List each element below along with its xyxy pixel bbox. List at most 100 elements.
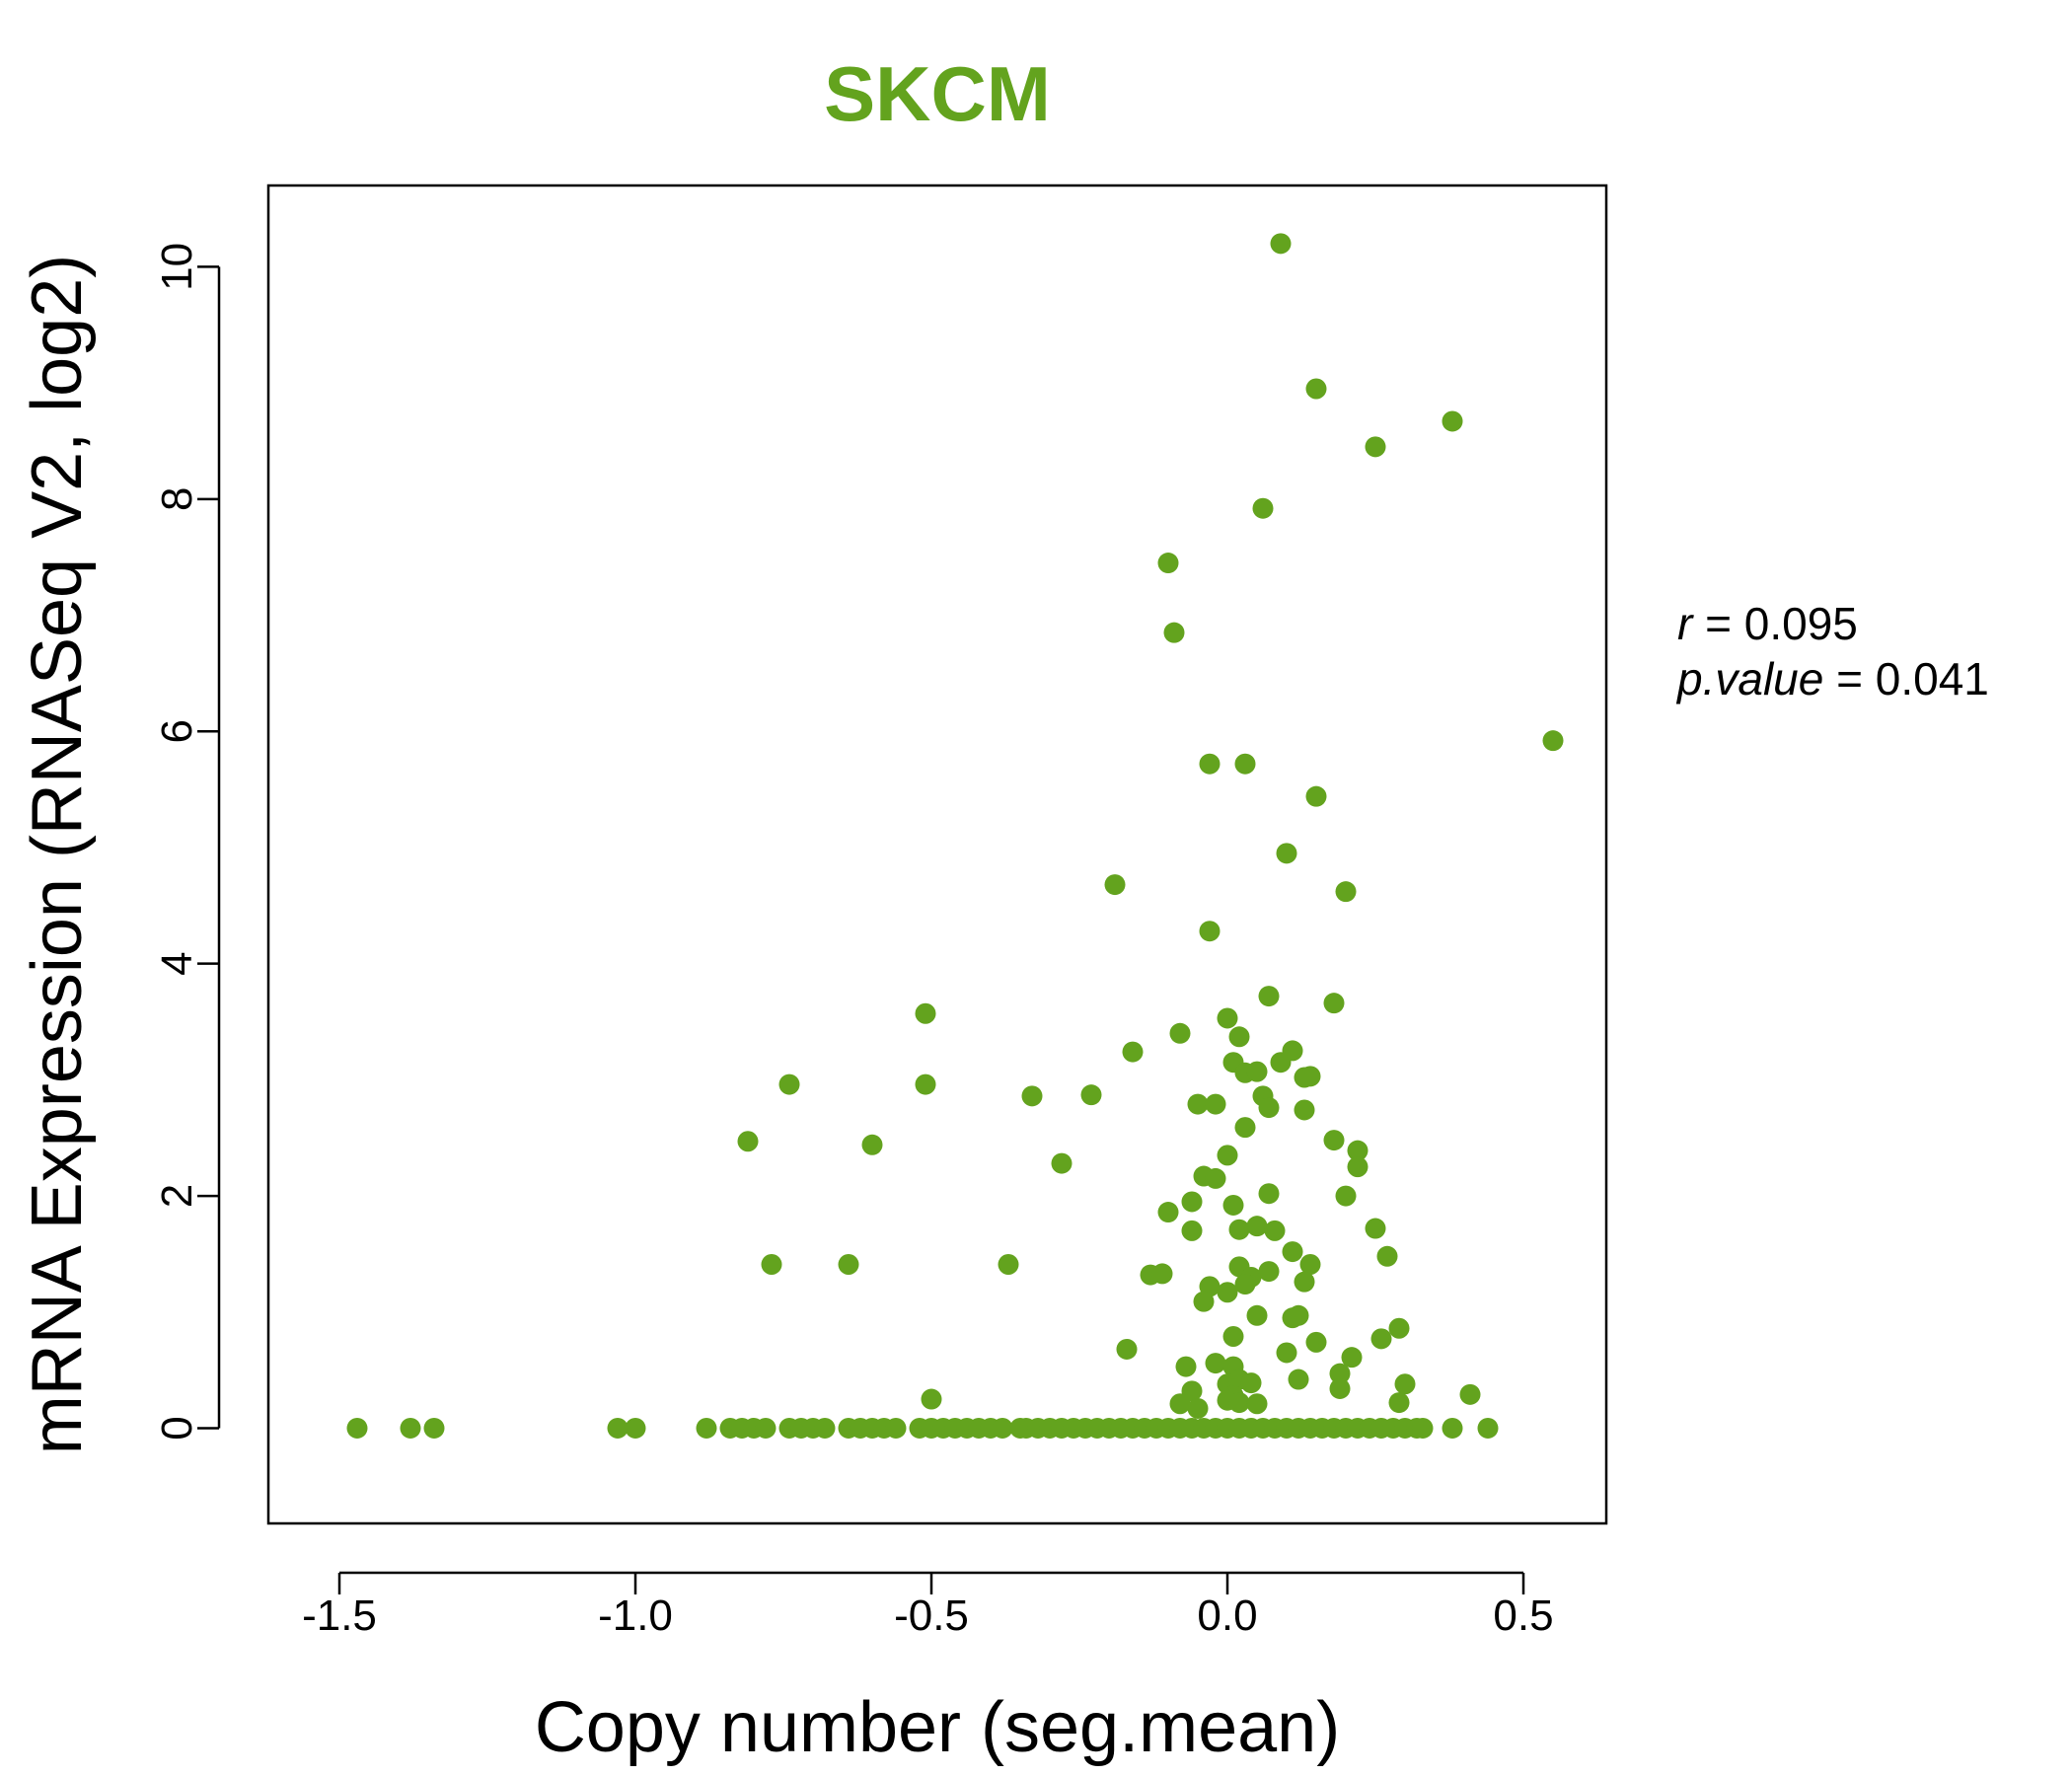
data-point: [1187, 1093, 1209, 1115]
data-point: [1459, 1383, 1481, 1405]
data-point: [1542, 730, 1564, 752]
data-point: [1187, 1397, 1209, 1419]
data-point: [1323, 1130, 1345, 1151]
data-point: [1258, 1261, 1280, 1283]
data-point: [1193, 1291, 1215, 1312]
data-point: [1365, 1218, 1386, 1239]
data-point: [1388, 1317, 1410, 1339]
data-point: [1122, 1041, 1144, 1063]
data-point: [1234, 1117, 1256, 1139]
data-point: [778, 1073, 800, 1095]
data-point: [921, 1388, 942, 1410]
data-point: [1305, 378, 1327, 400]
data-point: [1222, 1194, 1244, 1216]
data-point: [1335, 881, 1357, 903]
data-point: [992, 1417, 1013, 1439]
data-point: [885, 1417, 907, 1439]
y-axis: 0 2 4 6 8 10: [153, 243, 221, 1441]
data-point: [1305, 785, 1327, 807]
data-point: [1258, 1097, 1280, 1119]
data-point: [1365, 436, 1386, 458]
data-point: [1199, 921, 1221, 942]
x-tick-label: -1.0: [598, 1591, 673, 1640]
data-point: [1205, 1353, 1226, 1374]
r-equals: =: [1705, 598, 1732, 649]
data-point: [1175, 1356, 1197, 1377]
data-point: [1217, 1007, 1238, 1029]
data-point: [1347, 1156, 1369, 1178]
data-point: [1370, 1328, 1392, 1350]
data-point: [1021, 1085, 1043, 1107]
data-point: [1442, 1417, 1463, 1439]
data-point: [1294, 1271, 1315, 1293]
data-point: [861, 1134, 883, 1155]
data-point: [1228, 1392, 1250, 1414]
data-point: [1270, 233, 1292, 255]
y-tick-label: 10: [153, 243, 201, 291]
data-point: [1388, 1392, 1410, 1414]
data-point: [1181, 1220, 1203, 1241]
p-symbol: p.value: [1675, 653, 1823, 704]
p-value-stat: p.value = 0.041: [1675, 653, 1989, 704]
y-tick-label: 6: [153, 719, 201, 743]
data-point: [1205, 1093, 1226, 1115]
data-point: [755, 1417, 777, 1439]
data-point: [1412, 1417, 1434, 1439]
data-point: [625, 1417, 646, 1439]
data-point: [1335, 1185, 1357, 1207]
data-point: [423, 1417, 445, 1439]
data-point: [761, 1254, 782, 1276]
data-point: [1163, 622, 1185, 643]
data-point: [1258, 986, 1280, 1007]
p-equals: =: [1836, 653, 1863, 704]
data-point: [915, 1002, 936, 1024]
data-point: [1228, 1219, 1250, 1240]
data-point: [1228, 1026, 1250, 1048]
data-point: [1205, 1167, 1226, 1189]
data-point: [1376, 1245, 1398, 1267]
data-point: [1305, 1331, 1327, 1353]
data-point: [1394, 1373, 1416, 1395]
data-point: [1157, 553, 1179, 574]
data-point: [607, 1417, 629, 1439]
data-point: [1477, 1417, 1499, 1439]
data-point: [1234, 753, 1256, 775]
plot-frame: [266, 184, 1608, 1525]
data-point: [1217, 1145, 1238, 1166]
data-point: [1264, 1220, 1286, 1241]
data-point: [1442, 410, 1463, 432]
data-point: [1234, 1274, 1256, 1295]
data-point: [1240, 1372, 1262, 1394]
data-point: [696, 1417, 717, 1439]
data-point: [1258, 1183, 1280, 1205]
data-point: [1347, 1140, 1369, 1161]
data-point: [1294, 1099, 1315, 1121]
data-point: [1282, 1040, 1303, 1062]
data-point: [1157, 1202, 1179, 1223]
data-point: [1282, 1241, 1303, 1263]
r-symbol: r: [1677, 598, 1694, 649]
y-tick-label: 0: [153, 1416, 201, 1440]
correlation-stat: r = 0.095: [1677, 598, 1858, 649]
data-point: [915, 1073, 936, 1095]
data-point: [814, 1417, 836, 1439]
data-point: [998, 1254, 1019, 1276]
data-point: [1299, 1254, 1321, 1276]
data-point: [737, 1131, 759, 1152]
data-point: [346, 1417, 368, 1439]
data-point: [1169, 1022, 1191, 1044]
x-tick-label: -1.5: [302, 1591, 377, 1640]
p-value: 0.041: [1876, 653, 1989, 704]
data-point: [1246, 1061, 1268, 1082]
x-axis: -1.5 -1.0 -0.5 0.0 0.5: [302, 1571, 1554, 1640]
y-axis-label: mRNA Expression (RNASeq V2, log2): [18, 255, 97, 1454]
data-point: [838, 1254, 859, 1276]
x-tick-label: -0.5: [894, 1591, 969, 1640]
data-point: [1288, 1369, 1309, 1390]
r-value: 0.095: [1744, 598, 1858, 649]
data-point: [1288, 1304, 1309, 1326]
data-point: [1217, 1282, 1238, 1303]
data-point: [1181, 1191, 1203, 1213]
data-point: [1104, 874, 1126, 896]
